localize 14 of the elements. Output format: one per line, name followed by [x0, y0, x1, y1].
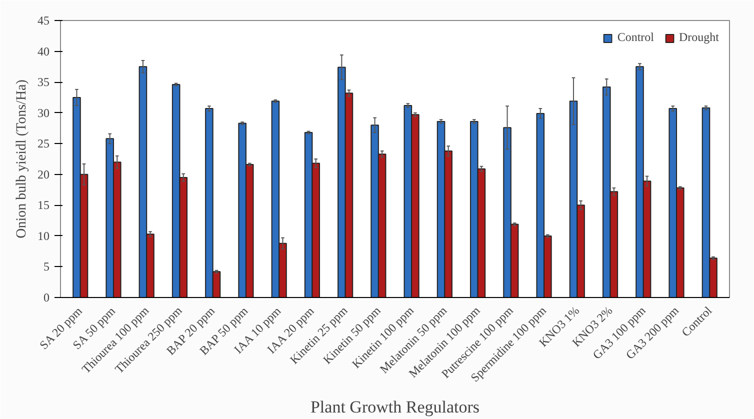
y-tick-label: 5: [44, 260, 50, 274]
y-tick-label: 15: [38, 198, 50, 212]
y-tick-label: 35: [38, 75, 50, 90]
y-tick-label: 25: [38, 136, 50, 151]
legend-label: Control: [617, 30, 654, 45]
y-tick-label: 30: [38, 106, 50, 120]
legend-label: Drought: [679, 30, 719, 45]
y-tick-label: 10: [38, 228, 50, 243]
y-tick-label: 45: [38, 14, 50, 28]
y-axis-title: Onion bulb yieidl (Tons/Ha): [14, 79, 30, 238]
x-axis-title: Plant Growth Regulators: [310, 398, 480, 417]
y-tick-label: 0: [44, 290, 50, 304]
y-tick-label: 20: [38, 167, 50, 182]
y-tick-label: 40: [38, 44, 50, 58]
